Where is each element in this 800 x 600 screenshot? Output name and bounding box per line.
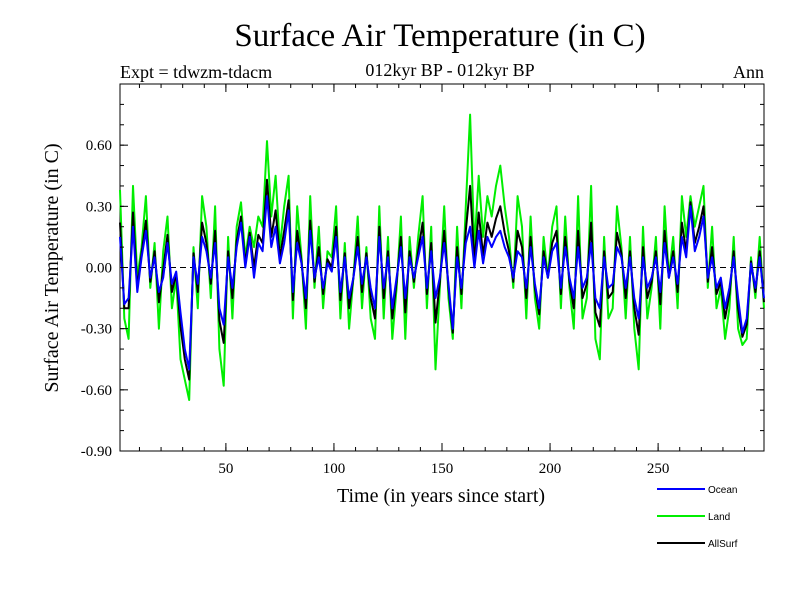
y-tick-label: -0.90 [81,444,112,460]
y-tick-label: 0.60 [86,138,112,154]
series-line-ocean [119,195,765,371]
y-axis: -0.90 -0.60 -0.30 0.00 0.30 0.60 [81,83,764,460]
x-tick-label: 100 [323,461,346,477]
legend-label-land: Land [708,512,730,523]
legend-label-ocean: Ocean [708,485,737,496]
y-tick-label: -0.30 [81,322,112,338]
x-tick-label: 250 [647,461,670,477]
x-tick-label: 150 [431,461,454,477]
experiment-label: Expt = tdwzm-tdacm [120,62,273,82]
y-tick-label: -0.60 [81,383,112,399]
chart-title: Surface Air Temperature (in C) [234,18,646,54]
y-axis-label: Surface Air Temperature (in C) [41,143,63,392]
y-tick-label: 0.00 [86,261,112,277]
x-tick-label: 200 [539,461,562,477]
season-label: Ann [733,62,764,82]
x-tick-label: 50 [218,461,233,477]
legend-label-allsurf: AllSurf [708,539,738,550]
x-axis-label: Time (in years since start) [337,485,545,507]
plot-area [119,83,765,452]
period-label: 012kyr BP - 012kyr BP [365,60,535,80]
y-tick-label: 0.30 [86,199,112,215]
legend: Ocean Land AllSurf [657,485,738,550]
x-axis: 50 100 150 200 250 [138,84,746,477]
